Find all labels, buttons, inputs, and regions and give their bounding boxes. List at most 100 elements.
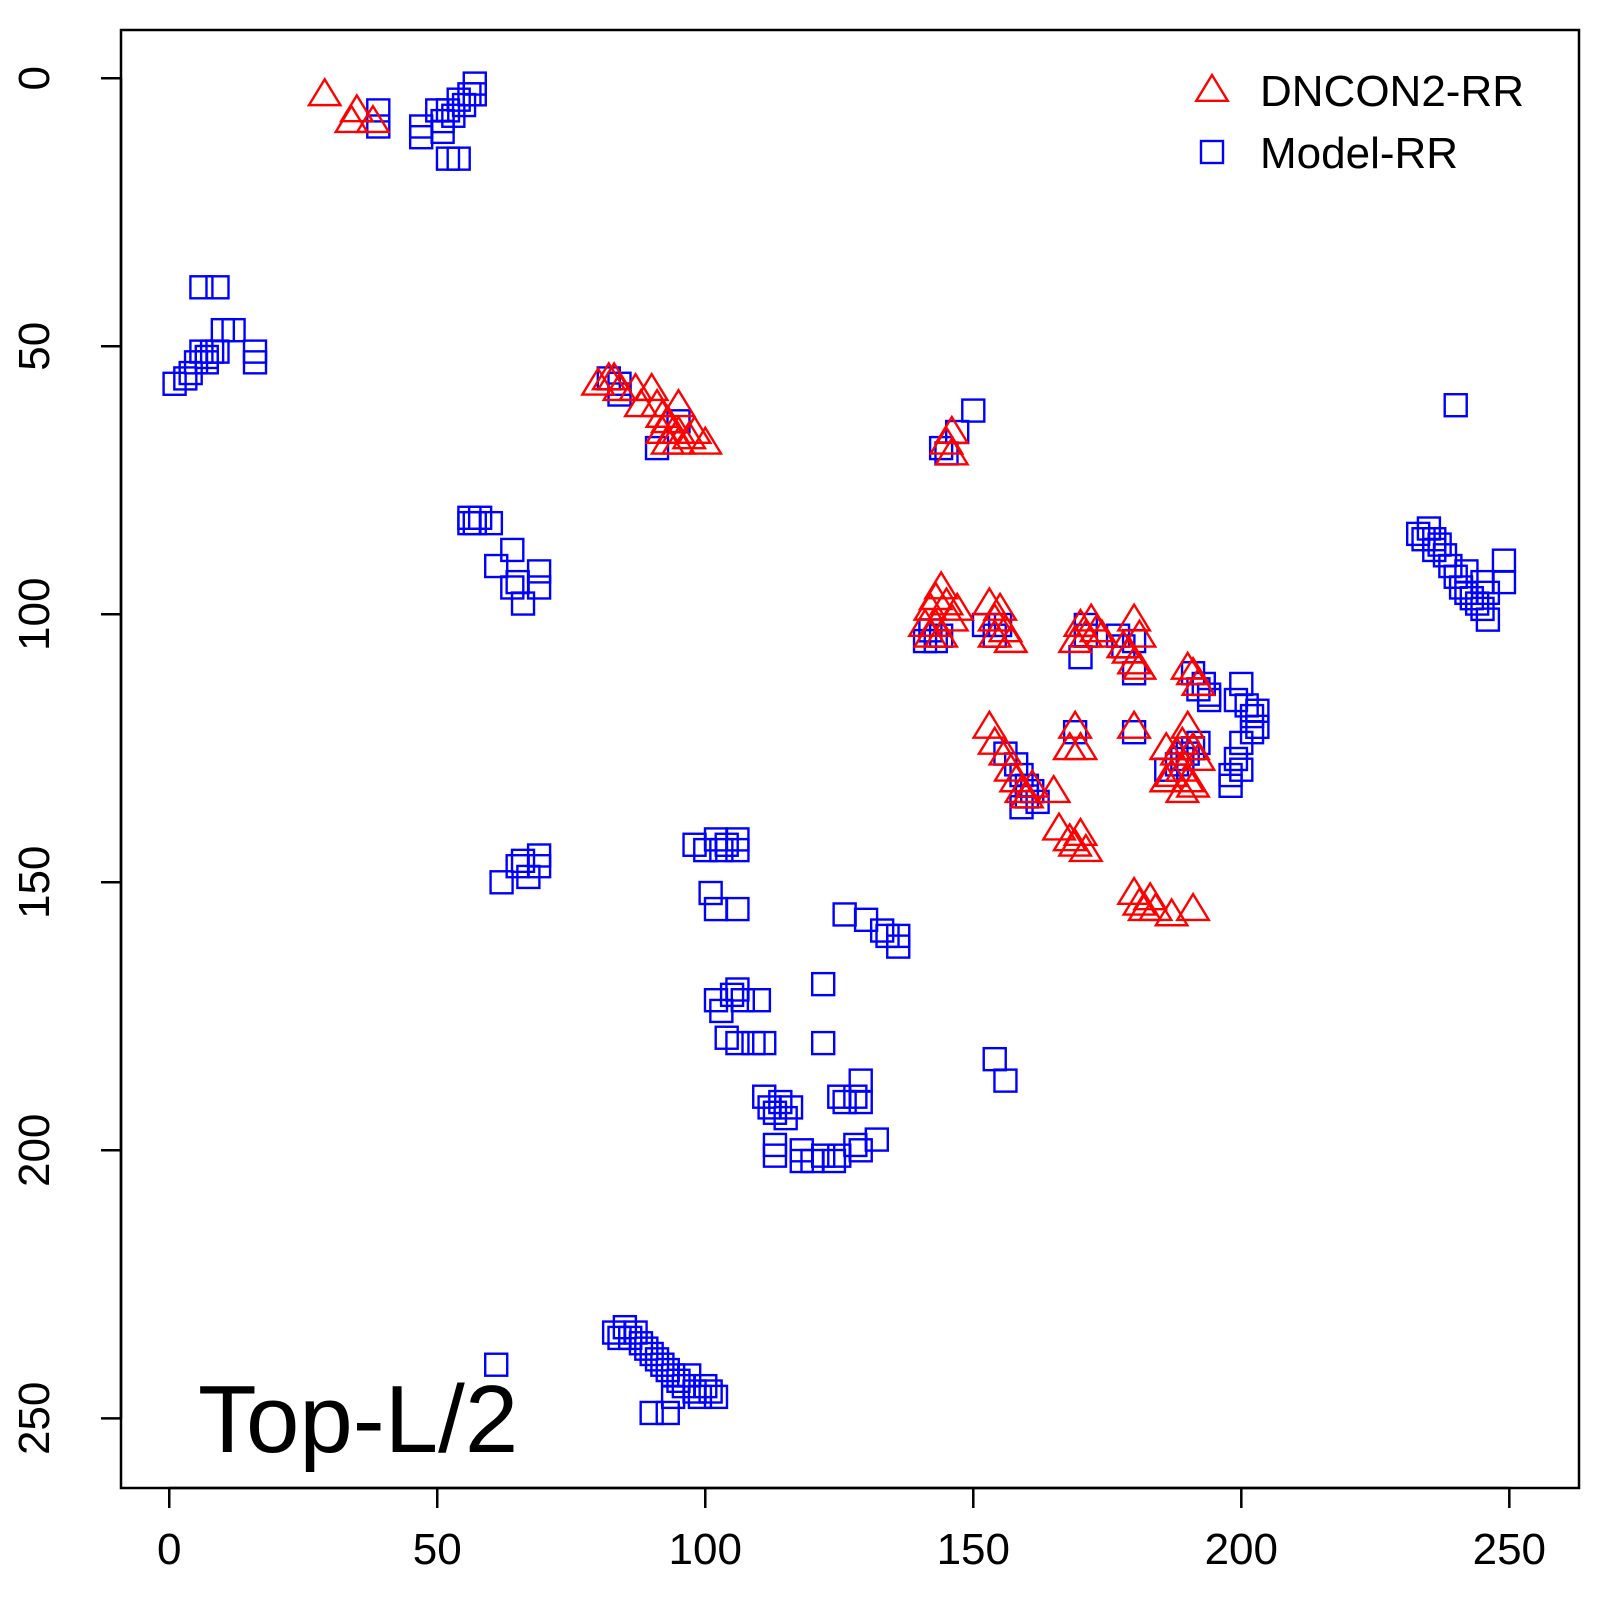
model-rr-point (821, 1148, 847, 1174)
dncon2-rr-point (580, 366, 616, 396)
dncon2-rr-point (1014, 768, 1051, 798)
model-rr-point (162, 371, 187, 396)
legend-marker-dncon2-rr (1194, 72, 1230, 103)
legend-label: Model-RR (1260, 129, 1458, 178)
model-rr-point (832, 902, 857, 927)
model-rr-point (725, 896, 750, 922)
dncon2-rr-point (1121, 886, 1158, 916)
series-model-rr (162, 71, 1517, 1426)
model-rr-point (703, 1384, 729, 1410)
model-rr-point (1218, 773, 1243, 799)
model-rr-point (730, 988, 755, 1013)
model-rr-point (725, 837, 750, 863)
x-tick-label: 100 (669, 1525, 742, 1574)
model-rr-point (698, 880, 723, 906)
x-tick-label: 250 (1473, 1525, 1546, 1574)
model-rr-point (510, 848, 536, 874)
model-rr-point (505, 569, 530, 595)
model-rr-point (886, 934, 911, 959)
model-rr-point (205, 339, 230, 364)
model-rr-point (698, 1379, 723, 1404)
dncon2-rr-point (633, 371, 670, 402)
dncon2-rr-point (1078, 613, 1115, 643)
dncon2-rr-point (1175, 768, 1211, 798)
model-rr-point (221, 317, 246, 343)
model-rr-point (762, 1143, 788, 1168)
dncon2-rr-point (644, 398, 681, 428)
dncon2-rr-point (1175, 891, 1211, 922)
dncon2-rr-point (992, 623, 1029, 654)
chart-annotation: Top-L/2 (198, 1366, 518, 1473)
model-rr-point (869, 918, 895, 943)
dncon2-rr-point (912, 618, 949, 648)
model-rr-point (500, 575, 525, 600)
model-rr-point (526, 854, 552, 879)
plot-frame (119, 28, 1581, 1490)
model-rr-point (1196, 687, 1222, 713)
model-rr-point (242, 350, 268, 375)
dncon2-rr-point (971, 709, 1008, 739)
model-rr-point (1229, 671, 1254, 697)
dncon2-rr-point (1169, 650, 1206, 680)
y-tick-label: 0 (10, 66, 59, 90)
model-rr-point (1454, 559, 1479, 584)
dncon2-rr-point (982, 591, 1018, 621)
dncon2-rr-point (1041, 811, 1077, 841)
model-rr-point (1475, 607, 1501, 632)
plot-border (119, 28, 1581, 1490)
y-axis: 0 50 100 150 200 250 (10, 66, 123, 1455)
x-axis: 0 50 100 150 200 250 (157, 1486, 1546, 1574)
dncon2-rr-point (1153, 897, 1190, 927)
model-rr-point (639, 1400, 664, 1426)
dncon2-rr-point (1035, 773, 1072, 804)
model-rr-point (810, 1030, 836, 1056)
dncon2-rr-point (1084, 618, 1120, 648)
model-rr-point (1121, 719, 1147, 745)
dncon2-rr-point (1051, 822, 1088, 852)
dncon2-rr-point (1148, 763, 1185, 793)
model-rr-point (778, 1095, 804, 1120)
model-rr-point (961, 398, 986, 423)
dncon2-rr-point (1105, 629, 1142, 659)
legend-label: DNCON2-RR (1260, 67, 1524, 116)
dncon2-rr-point (1062, 816, 1099, 847)
model-rr-point (500, 537, 525, 563)
model-rr-point (462, 510, 487, 536)
dncon2-rr-point (1180, 666, 1217, 696)
model-rr-point (703, 896, 729, 922)
model-rr-point (827, 1084, 852, 1109)
model-rr-point (1229, 730, 1254, 756)
model-rr-point (1443, 393, 1468, 418)
dncon2-rr-point (1121, 618, 1158, 648)
x-tick-label: 50 (413, 1525, 462, 1574)
y-tick-label: 50 (10, 322, 59, 371)
x-tick-label: 200 (1205, 1525, 1278, 1574)
x-tick-label: 150 (937, 1525, 1010, 1574)
y-tick-label: 250 (10, 1382, 59, 1455)
dncon2-rr-point (687, 425, 724, 455)
dncon2-rr-point (306, 77, 343, 107)
dncon2-rr-point (1169, 709, 1206, 739)
model-rr-point (746, 988, 772, 1013)
dncon2-rr-point (939, 591, 976, 621)
dncon2-rr-point (671, 420, 708, 450)
legend: DNCON2-RR Model-RR (1194, 67, 1524, 178)
model-rr-point (484, 1352, 509, 1377)
x-tick-label: 0 (157, 1525, 181, 1574)
dncon2-rr-point (1003, 773, 1040, 804)
model-rr-point (1422, 537, 1447, 563)
dncon2-rr-point (1121, 650, 1158, 680)
model-rr-point (848, 1068, 873, 1093)
dncon2-rr-point (1116, 709, 1152, 739)
model-rr-point (810, 971, 836, 997)
model-rr-point (478, 510, 504, 536)
dncon2-rr-point (976, 618, 1013, 648)
dncon2-rr-point (976, 725, 1013, 755)
model-rr-point (446, 146, 471, 171)
dncon2-rr-point (660, 425, 697, 455)
model-rr-point (189, 275, 214, 300)
model-rr-point (725, 1030, 750, 1056)
model-rr-point (843, 1084, 868, 1109)
model-rr-point (526, 559, 552, 584)
